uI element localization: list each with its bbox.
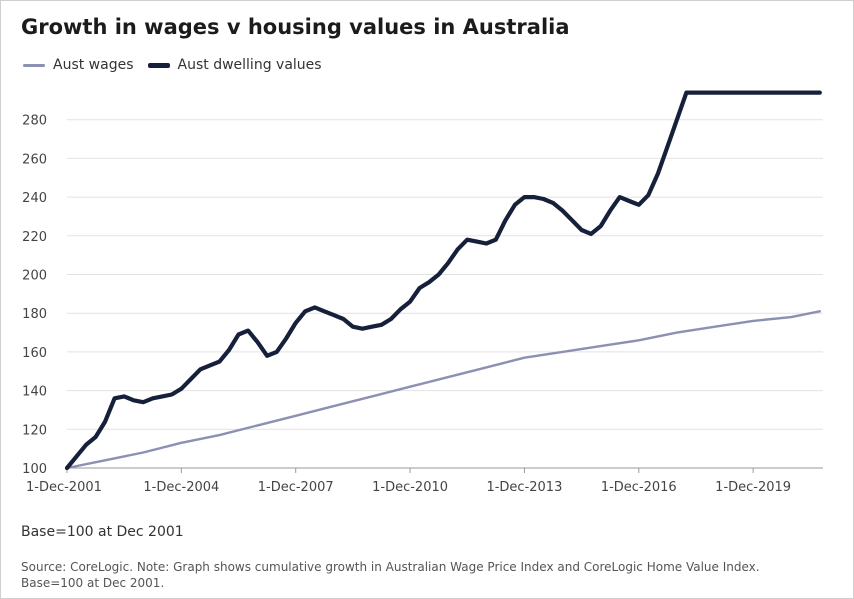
chart-legend: Aust wages Aust dwelling values [23, 57, 322, 73]
series-line-wages[interactable] [65, 310, 821, 470]
legend-label-dwelling: Aust dwelling values [177, 57, 322, 73]
chart-title: Growth in wages v housing values in Aust… [21, 15, 570, 39]
base-note: Base=100 at Dec 2001 [21, 524, 184, 540]
y-tick-label-240: 240 [22, 191, 47, 206]
series-lines [64, 90, 822, 471]
y-axis-ticks: 100 120 140 160 180 200 220 240 260 280 [22, 114, 47, 477]
y-tick-label-260: 260 [22, 152, 47, 167]
y-tick-label-120: 120 [22, 423, 47, 438]
y-tick-label-160: 160 [22, 346, 47, 361]
x-tick-label-1: 1-Dec-2004 [143, 480, 219, 495]
series-line-dwelling-values[interactable] [64, 90, 822, 471]
legend-item-wages[interactable]: Aust wages [23, 57, 134, 73]
y-tick-label-200: 200 [22, 269, 47, 284]
y-tick-label-280: 280 [22, 114, 47, 129]
x-tick-label-3: 1-Dec-2010 [372, 480, 448, 495]
y-tick-label-100: 100 [22, 462, 47, 477]
legend-item-dwelling[interactable]: Aust dwelling values [147, 57, 322, 73]
x-tick-label-0: 1-Dec-2001 [26, 480, 102, 495]
y-tick-label-180: 180 [22, 307, 47, 322]
x-tick-label-6: 1-Dec-2019 [715, 480, 791, 495]
x-tick-label-4: 1-Dec-2013 [486, 480, 562, 495]
x-axis-ticks: 1-Dec-2001 1-Dec-2004 1-Dec-2007 1-Dec-2010… [26, 468, 791, 495]
x-tick-label-2: 1-Dec-2007 [258, 480, 334, 495]
legend-swatch-wages [23, 63, 45, 67]
legend-swatch-dwelling [147, 62, 170, 68]
source-note: Source: CoreLogic. Note: Graph shows cum… [21, 560, 760, 590]
line-chart: 100 120 140 160 180 200 220 240 260 280 1-Dec-200… [22, 90, 823, 495]
x-tick-label-5: 1-Dec-2016 [601, 480, 677, 495]
legend-label-wages: Aust wages [53, 57, 134, 73]
y-tick-label-140: 140 [22, 385, 47, 400]
grid-lines [67, 119, 823, 469]
y-tick-label-220: 220 [22, 230, 47, 245]
